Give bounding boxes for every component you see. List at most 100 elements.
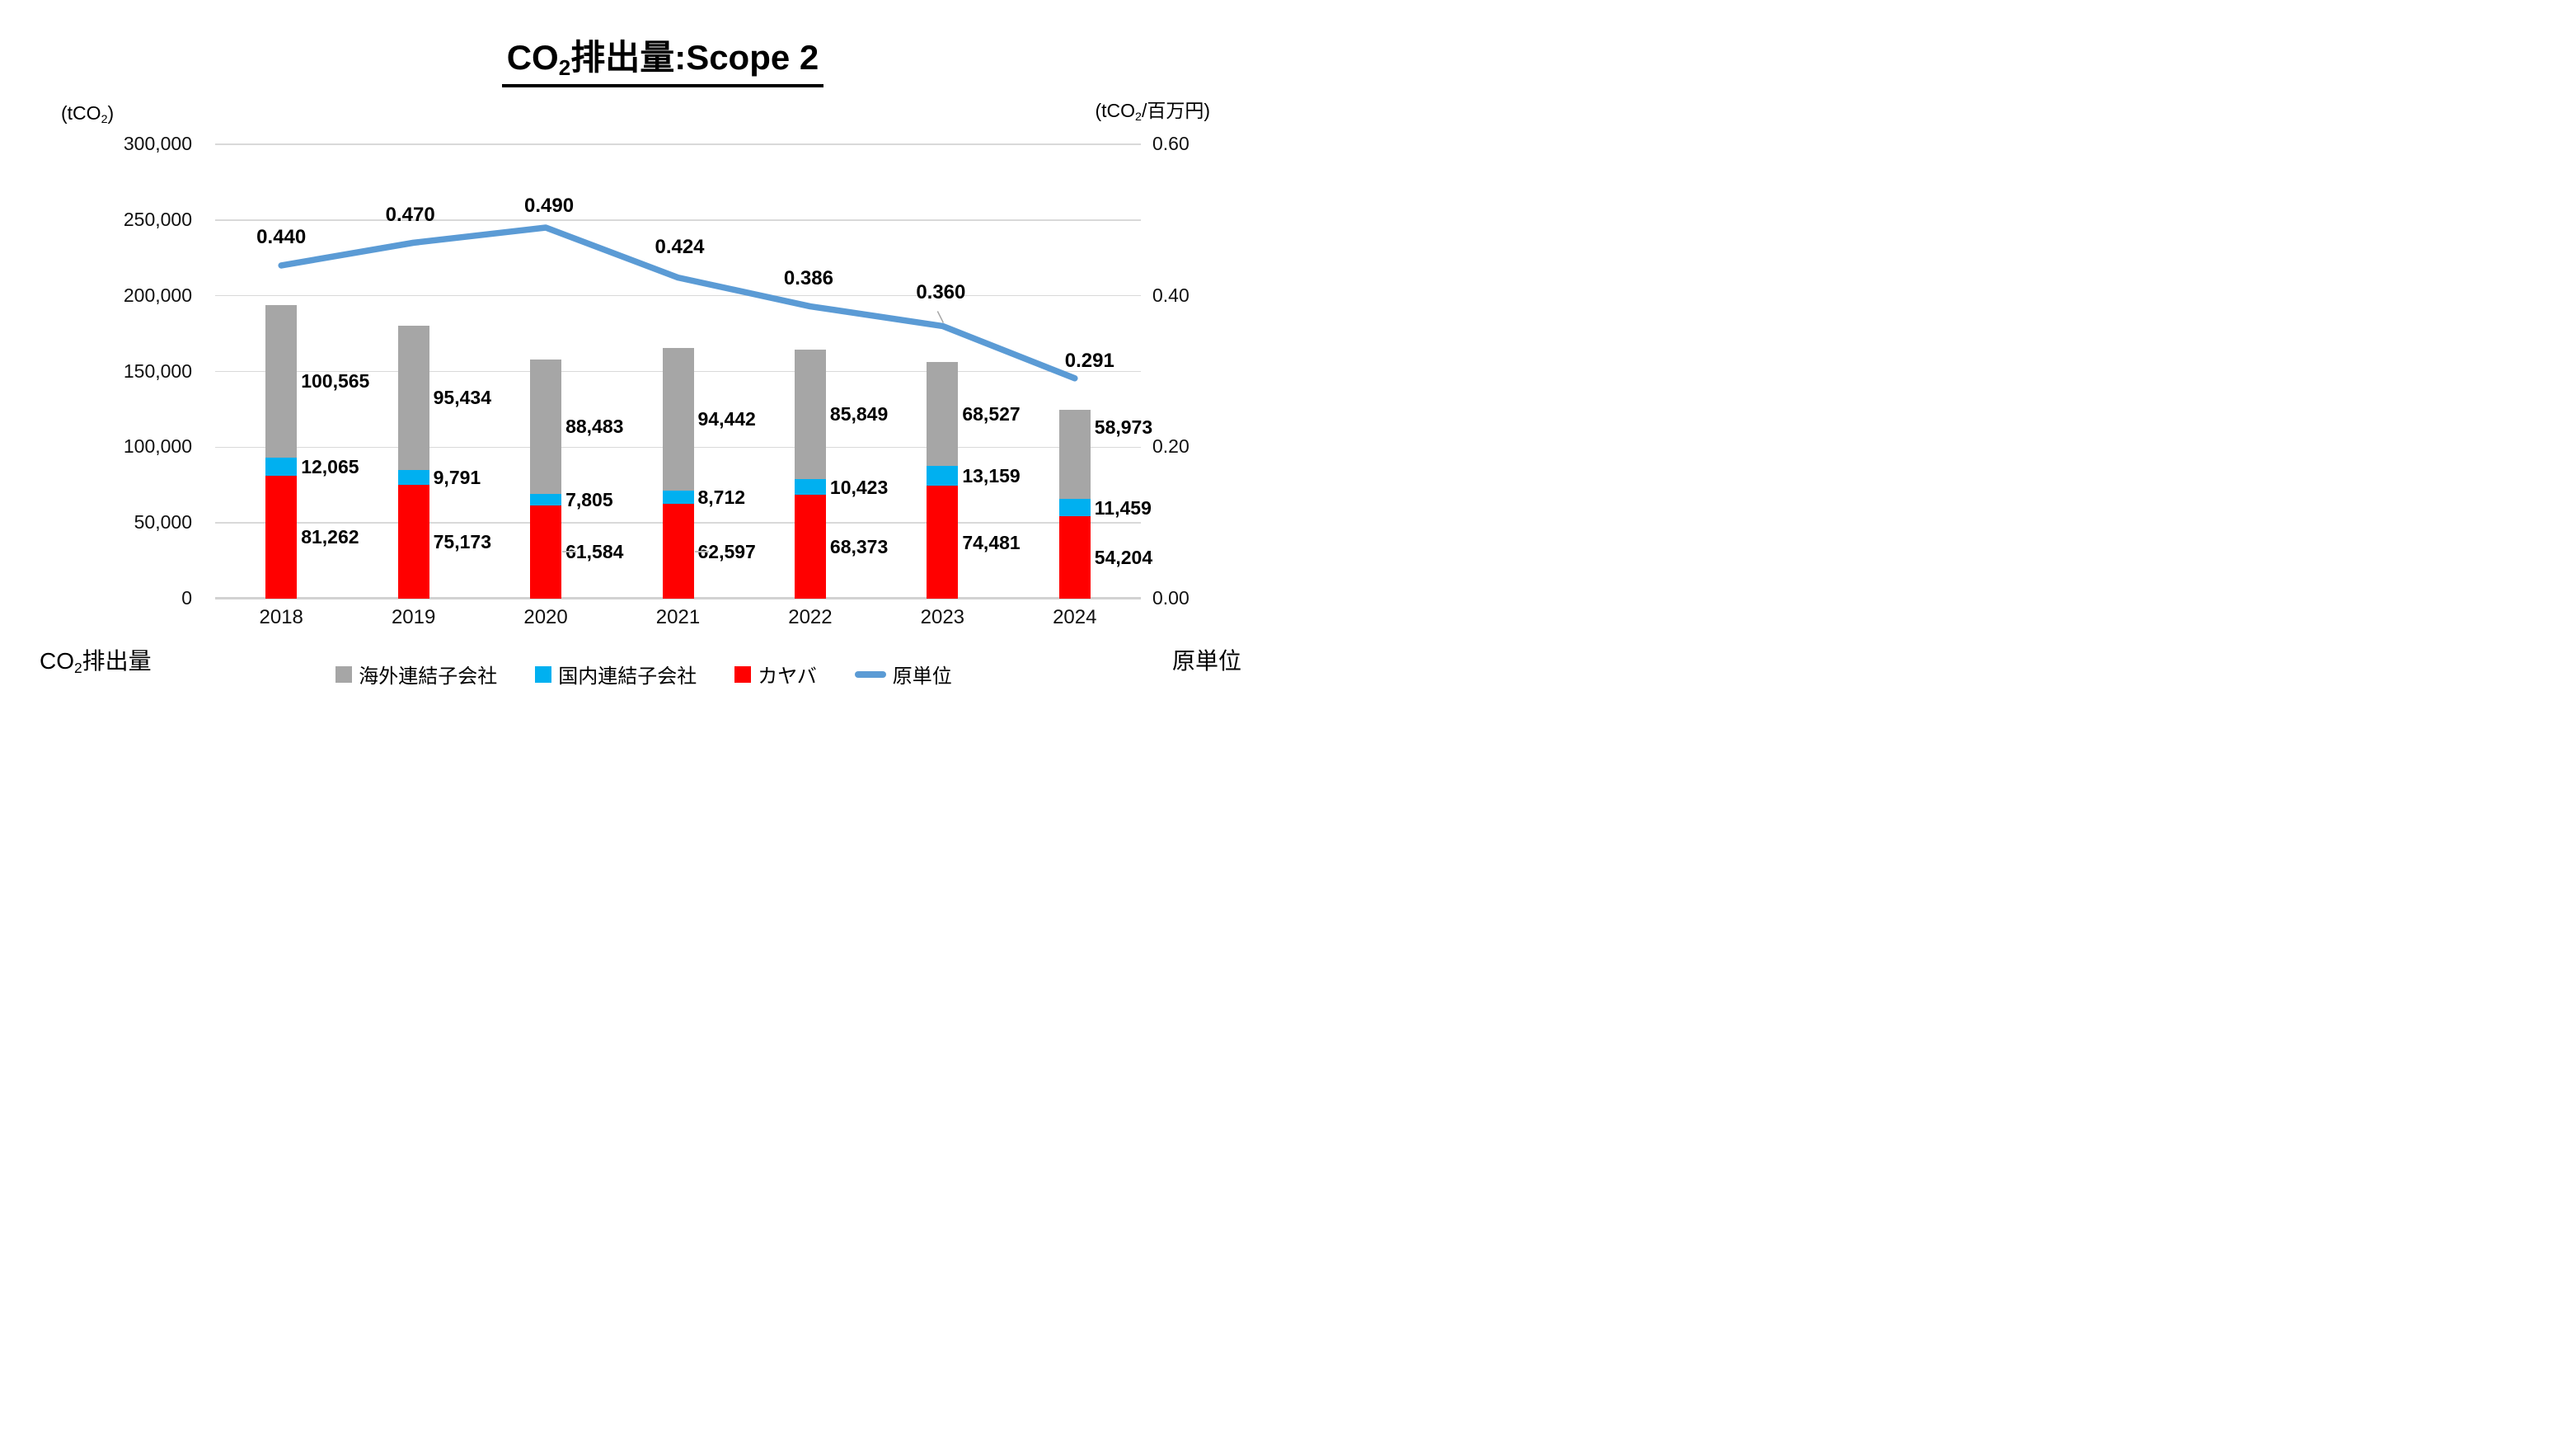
legend-line-marker-icon [854,670,886,678]
bar-value-label: 88,483 [565,416,624,438]
bottom-right-axis-caption: 原単位 [1171,648,1241,674]
bar-value-label: 11,459 [1094,496,1152,519]
bar-segment-海外連結子会社 [662,347,694,491]
bar-segment-海外連結子会社 [794,349,826,480]
bar-value-label: 12,065 [301,455,359,477]
intensity-line-layer [278,224,1078,382]
legend-item-国内連結子会社: 国内連結子会社 [535,660,697,689]
gridline [215,294,1141,297]
line-value-label: 0.360 [916,281,966,304]
chart-title: CO2排出量:Scope 2 [501,30,824,87]
x-axis-year-label: 2021 [655,606,701,628]
x-axis-year-label: 2023 [920,606,965,628]
legend-item-海外連結子会社: 海外連結子会社 [335,660,497,689]
legend-square-marker-icon [535,665,552,683]
bottom-left-caption-suffix: 排出量 [82,648,152,674]
bar-segment-海外連結子会社 [1058,410,1091,500]
bar-value-label: 68,373 [829,536,889,558]
bar-value-label: 54,204 [1094,547,1153,569]
legend-label: 原単位 [892,665,952,688]
line-value-label: 0.291 [1064,349,1114,372]
bar-segment-海外連結子会社 [927,362,959,467]
bar-segment-海外連結子会社 [397,325,429,470]
legend-square-marker-icon [335,665,353,683]
left-axis-tick: 150,000 [123,360,192,382]
bar-segment-カヤバ [662,504,694,599]
legend-label: 国内連結子会社 [558,665,697,688]
right-axis-tick: 0.60 [1152,133,1189,154]
x-axis-year-label: 2022 [788,606,833,628]
bar-segment-カヤバ [794,495,826,599]
line-value-label: 0.490 [524,195,575,218]
bar-value-label: 68,527 [962,403,1021,425]
bar-segment-国内連結子会社 [662,491,694,505]
left-axis-unit-suffix: ) [107,102,115,124]
bar-segment-国内連結子会社 [794,479,826,496]
bar-segment-海外連結子会社 [530,360,562,494]
line-value-label: 0.470 [385,204,435,227]
chart-title-suffix: 排出量:Scope 2 [570,38,819,77]
line-value-label: 0.386 [783,266,833,289]
right-axis-unit: (tCO2/百万円) [1095,95,1210,124]
bar-segment-カヤバ [927,486,959,599]
right-axis-tick: 0.20 [1152,435,1189,458]
bar-value-label: 13,159 [962,465,1021,487]
x-axis-year-label: 2020 [523,606,568,628]
chart-title-subscript: 2 [558,55,571,81]
bar-segment-カヤバ [1058,516,1091,599]
co2-scope2-chart: CO2排出量:Scope 2 (tCO2) (tCO2/百万円) 81,262 1… [0,0,1288,714]
right-axis-tick: 0.00 [1152,587,1189,609]
line-value-label: 0.424 [655,235,705,258]
left-axis-tick: 100,000 [123,435,192,458]
bar-segment-国内連結子会社 [265,457,298,476]
x-axis-year-label: 2018 [259,606,303,628]
bar-segment-国内連結子会社 [927,466,959,487]
bottom-left-caption-subscript: 2 [74,659,82,676]
bar-value-label: 95,434 [433,387,491,409]
label-leader-dash [562,551,577,553]
chart-title-wrap: CO2排出量:Scope 2 [0,30,1288,87]
bar-segment-国内連結子会社 [397,469,429,485]
legend-label: カヤバ [758,665,817,688]
bar-value-label: 7,805 [565,488,613,510]
bar-segment-国内連結子会社 [530,493,562,505]
legend-square-marker-icon [734,665,752,683]
right-axis-tick: 0.40 [1152,284,1189,306]
bar-value-label: 8,712 [697,487,746,509]
left-axis-tick: 50,000 [134,511,192,534]
left-axis-tick: 200,000 [123,284,192,306]
x-axis-year-label: 2024 [1053,606,1097,628]
right-axis-unit-suffix: /百万円) [1141,100,1210,121]
left-axis-tick: 300,000 [123,133,192,154]
bar-value-label: 75,173 [433,530,491,552]
line-value-label: 0.440 [256,225,307,248]
left-axis-unit: (tCO2) [61,102,115,126]
label-leader-dash [694,550,709,552]
legend-item-カヤバ: カヤバ [734,660,817,689]
line-label-leader [936,311,945,323]
right-axis-unit-prefix: (tCO [1095,100,1135,121]
bar-value-label: 9,791 [433,466,481,488]
bar-segment-国内連結子会社 [1058,499,1091,517]
gridline [215,219,1141,221]
legend-item-原単位: 原単位 [854,660,952,689]
chart-title-prefix: CO [506,38,559,77]
bottom-left-caption-prefix: CO [40,648,74,674]
left-axis-unit-prefix: (tCO [61,102,101,124]
left-axis-tick: 250,000 [123,208,192,230]
bar-segment-カヤバ [397,484,429,599]
bar-value-label: 85,849 [829,403,889,425]
bar-segment-カヤバ [530,505,562,599]
x-axis-year-label: 2019 [391,606,436,628]
bar-value-label: 100,565 [301,370,370,393]
right-axis-unit-subscript: 2 [1135,110,1142,124]
gridline [215,143,1141,145]
bar-value-label: 81,262 [301,526,359,548]
bottom-left-axis-caption: CO2排出量 [40,643,152,676]
intensity-line [278,224,1078,382]
legend: 海外連結子会社 国内連結子会社 カヤバ 原単位 [0,660,1288,689]
bar-segment-海外連結子会社 [265,304,298,458]
plot-area: 81,262 12,065 100,565 75,173 9,791 95,434 61,5… [215,143,1152,599]
bar-value-label: 10,423 [829,476,889,498]
legend-label: 海外連結子会社 [359,665,498,688]
